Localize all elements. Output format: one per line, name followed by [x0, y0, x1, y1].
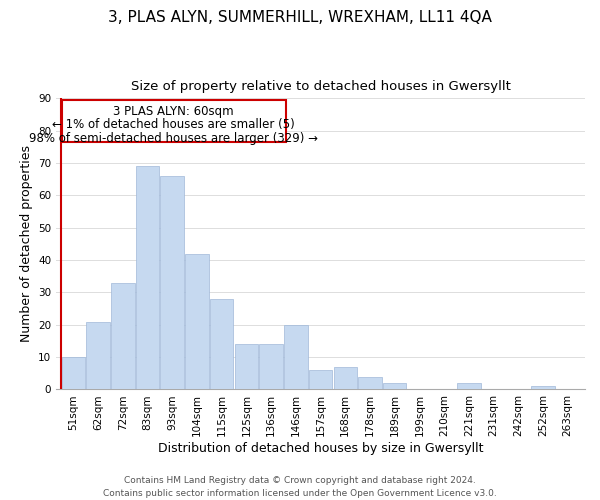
- Text: ← 1% of detached houses are smaller (5): ← 1% of detached houses are smaller (5): [52, 118, 295, 132]
- Bar: [358, 376, 382, 390]
- Bar: [62, 100, 286, 142]
- Bar: [62, 357, 85, 390]
- Text: 98% of semi-detached houses are larger (329) →: 98% of semi-detached houses are larger (…: [29, 132, 318, 145]
- X-axis label: Distribution of detached houses by size in Gwersyllt: Distribution of detached houses by size …: [158, 442, 483, 455]
- Text: Contains HM Land Registry data © Crown copyright and database right 2024.
Contai: Contains HM Land Registry data © Crown c…: [103, 476, 497, 498]
- Bar: [284, 325, 308, 390]
- Bar: [235, 344, 258, 390]
- Title: Size of property relative to detached houses in Gwersyllt: Size of property relative to detached ho…: [131, 80, 511, 93]
- Bar: [334, 367, 357, 390]
- Bar: [309, 370, 332, 390]
- Bar: [383, 383, 406, 390]
- Text: 3 PLAS ALYN: 60sqm: 3 PLAS ALYN: 60sqm: [113, 105, 234, 118]
- Bar: [136, 166, 159, 390]
- Bar: [457, 383, 481, 390]
- Bar: [185, 254, 209, 390]
- Y-axis label: Number of detached properties: Number of detached properties: [20, 146, 32, 342]
- Bar: [160, 176, 184, 390]
- Bar: [86, 322, 110, 390]
- Bar: [531, 386, 555, 390]
- Bar: [210, 299, 233, 390]
- Bar: [259, 344, 283, 390]
- Bar: [111, 282, 134, 390]
- Text: 3, PLAS ALYN, SUMMERHILL, WREXHAM, LL11 4QA: 3, PLAS ALYN, SUMMERHILL, WREXHAM, LL11 …: [108, 10, 492, 25]
